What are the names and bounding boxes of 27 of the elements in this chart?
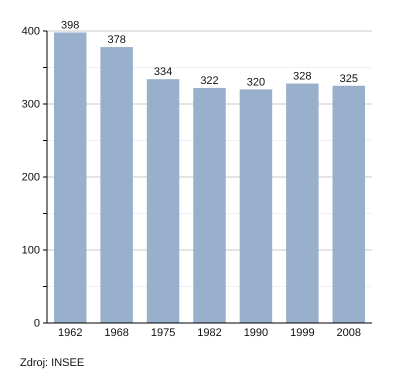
bar <box>54 32 86 323</box>
x-tick-label: 1975 <box>150 326 176 339</box>
bar <box>332 86 366 323</box>
y-tick-label: 400 <box>22 26 40 38</box>
bar <box>240 89 272 323</box>
x-tick-label: 1990 <box>244 326 268 339</box>
x-tick-label: 1962 <box>58 326 82 339</box>
y-tick-label: 200 <box>22 172 40 184</box>
data-label: 322 <box>200 74 219 87</box>
bar <box>286 84 319 323</box>
bar <box>100 47 133 323</box>
data-label: 320 <box>246 76 266 88</box>
data-label: 328 <box>293 70 312 83</box>
data-label: 325 <box>340 72 358 85</box>
data-label: 398 <box>61 19 80 32</box>
x-tick-label: 1968 <box>104 326 129 339</box>
x-tick-label: 1999 <box>290 326 315 339</box>
bar <box>146 79 180 323</box>
data-label: 378 <box>107 34 126 46</box>
text: Zdroj: INSEE <box>20 357 84 369</box>
bar <box>193 88 226 323</box>
y-tick-label: 100 <box>22 244 40 257</box>
x-tick-label: 1982 <box>197 326 222 339</box>
y-tick-label: 300 <box>22 98 40 111</box>
y-tick-label: 0 <box>34 318 40 330</box>
data-label: 334 <box>154 66 172 78</box>
x-tick-label: 2008 <box>336 326 362 339</box>
